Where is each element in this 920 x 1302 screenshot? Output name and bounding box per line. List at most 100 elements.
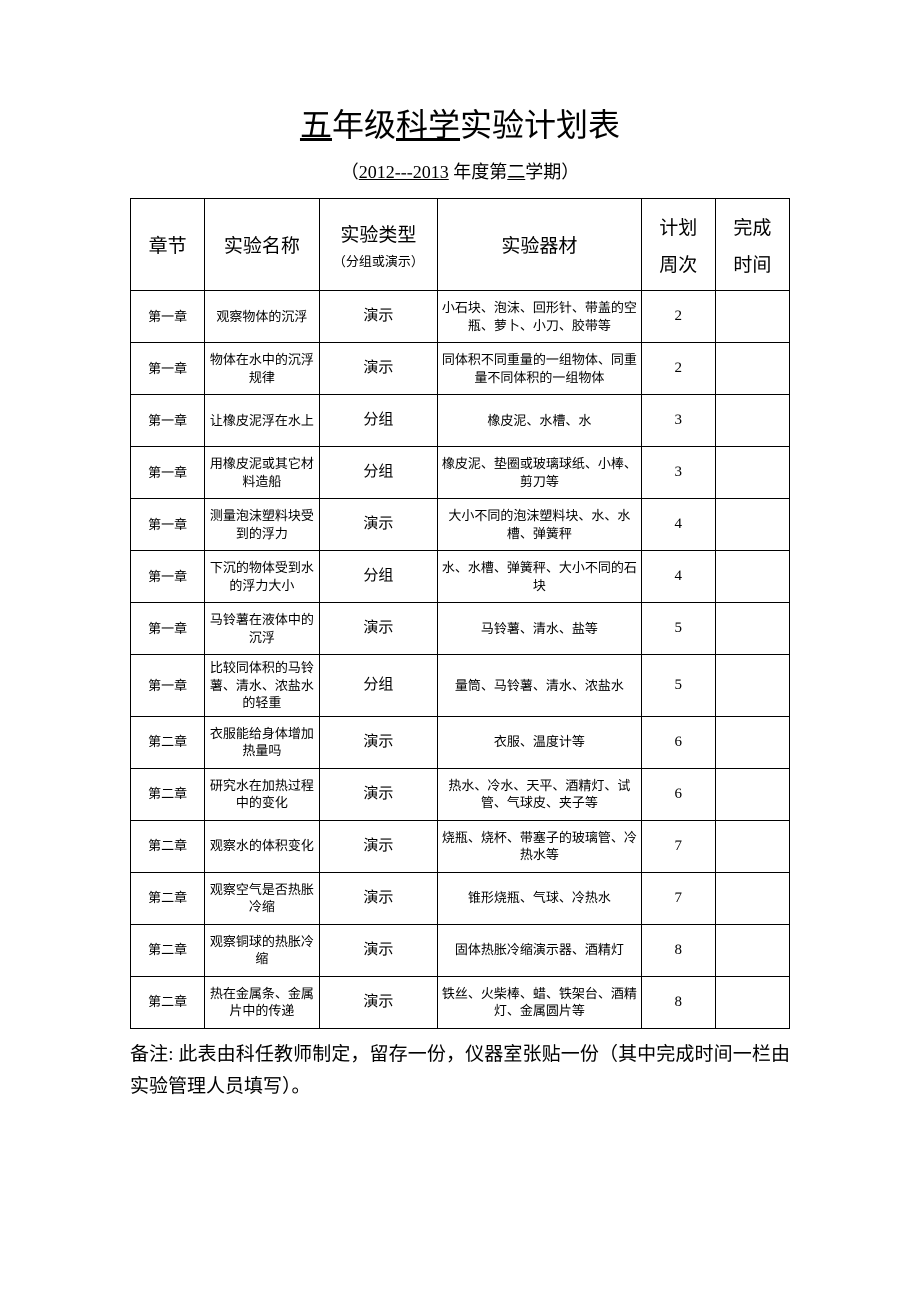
table-row: 第一章用橡皮泥或其它材料造船分组橡皮泥、垫圈或玻璃球纸、小棒、剪刀等3 (131, 447, 790, 499)
cell-done (715, 395, 789, 447)
cell-chapter: 第一章 (131, 343, 205, 395)
cell-chapter: 第一章 (131, 499, 205, 551)
table-row: 第二章观察水的体积变化演示烧瓶、烧杯、带塞子的玻璃管、冷热水等7 (131, 820, 790, 872)
cell-type: 演示 (319, 768, 438, 820)
cell-name: 比较同体积的马铃薯、清水、浓盐水的轻重 (205, 655, 319, 717)
cell-equipment: 量筒、马铃薯、清水、浓盐水 (438, 655, 641, 717)
header-done-l2: 时间 (718, 250, 787, 277)
cell-chapter: 第一章 (131, 551, 205, 603)
cell-done (715, 499, 789, 551)
cell-equipment: 烧瓶、烧杯、带塞子的玻璃管、冷热水等 (438, 820, 641, 872)
footnote: 备注: 此表由科任教师制定，留存一份，仪器室张贴一份（其中完成时间一栏由实验管理… (130, 1039, 790, 1104)
table-row: 第一章比较同体积的马铃薯、清水、浓盐水的轻重分组量筒、马铃薯、清水、浓盐水5 (131, 655, 790, 717)
header-type-main: 实验类型 (322, 220, 436, 247)
cell-done (715, 768, 789, 820)
cell-type: 演示 (319, 924, 438, 976)
cell-done (715, 820, 789, 872)
cell-chapter: 第一章 (131, 447, 205, 499)
cell-chapter: 第一章 (131, 291, 205, 343)
cell-equipment: 锥形烧瓶、气球、冷热水 (438, 872, 641, 924)
cell-week: 3 (641, 395, 715, 447)
table-row: 第一章测量泡沫塑料块受到的浮力演示大小不同的泡沫塑料块、水、水槽、弹簧秤4 (131, 499, 790, 551)
cell-week: 7 (641, 820, 715, 872)
cell-name: 研究水在加热过程中的变化 (205, 768, 319, 820)
cell-done (715, 603, 789, 655)
subtitle-mid: 年度第 (449, 162, 508, 182)
cell-chapter: 第二章 (131, 820, 205, 872)
cell-equipment: 大小不同的泡沫塑料块、水、水槽、弹簧秤 (438, 499, 641, 551)
cell-done (715, 343, 789, 395)
cell-done (715, 976, 789, 1028)
subtitle-part2: 二 (507, 162, 525, 182)
cell-done (715, 924, 789, 976)
cell-equipment: 热水、冷水、天平、酒精灯、试管、气球皮、夹子等 (438, 768, 641, 820)
table-body: 第一章观察物体的沉浮演示小石块、泡沫、回形针、带盖的空瓶、萝卜、小刀、胶带等2第… (131, 291, 790, 1029)
cell-week: 4 (641, 499, 715, 551)
cell-type: 分组 (319, 655, 438, 717)
cell-name: 观察水的体积变化 (205, 820, 319, 872)
title-part3: 科学 (396, 107, 460, 143)
cell-type: 演示 (319, 603, 438, 655)
cell-chapter: 第二章 (131, 716, 205, 768)
cell-equipment: 马铃薯、清水、盐等 (438, 603, 641, 655)
table-row: 第一章让橡皮泥浮在水上分组橡皮泥、水槽、水3 (131, 395, 790, 447)
cell-week: 6 (641, 768, 715, 820)
cell-week: 2 (641, 343, 715, 395)
cell-chapter: 第一章 (131, 655, 205, 717)
cell-equipment: 衣服、温度计等 (438, 716, 641, 768)
cell-done (715, 716, 789, 768)
cell-week: 8 (641, 924, 715, 976)
cell-week: 6 (641, 716, 715, 768)
cell-equipment: 固体热胀冷缩演示器、酒精灯 (438, 924, 641, 976)
subtitle-open: （ (341, 162, 359, 182)
header-type: 实验类型 （分组或演示） (319, 199, 438, 291)
cell-chapter: 第二章 (131, 976, 205, 1028)
table-row: 第二章观察铜球的热胀冷缩演示固体热胀冷缩演示器、酒精灯8 (131, 924, 790, 976)
header-done: 完成 时间 (715, 199, 789, 291)
header-type-sub: （分组或演示） (322, 251, 436, 270)
cell-week: 2 (641, 291, 715, 343)
subtitle-part1: 2012---2013 (359, 162, 449, 182)
experiment-plan-table: 章节 实验名称 实验类型 （分组或演示） 实验器材 计划 周次 完成 时间 第一… (130, 198, 790, 1029)
cell-equipment: 铁丝、火柴棒、蜡、铁架台、酒精灯、金属圆片等 (438, 976, 641, 1028)
cell-chapter: 第二章 (131, 872, 205, 924)
cell-week: 4 (641, 551, 715, 603)
cell-name: 观察铜球的热胀冷缩 (205, 924, 319, 976)
cell-type: 演示 (319, 716, 438, 768)
cell-type: 演示 (319, 820, 438, 872)
header-equipment: 实验器材 (438, 199, 641, 291)
cell-name: 观察物体的沉浮 (205, 291, 319, 343)
cell-type: 演示 (319, 499, 438, 551)
cell-type: 演示 (319, 872, 438, 924)
header-week-l1: 计划 (644, 213, 713, 240)
cell-type: 演示 (319, 976, 438, 1028)
table-row: 第二章观察空气是否热胀冷缩演示锥形烧瓶、气球、冷热水7 (131, 872, 790, 924)
header-week: 计划 周次 (641, 199, 715, 291)
cell-equipment: 小石块、泡沫、回形针、带盖的空瓶、萝卜、小刀、胶带等 (438, 291, 641, 343)
table-row: 第一章马铃薯在液体中的沉浮演示马铃薯、清水、盐等5 (131, 603, 790, 655)
cell-week: 7 (641, 872, 715, 924)
table-row: 第一章观察物体的沉浮演示小石块、泡沫、回形针、带盖的空瓶、萝卜、小刀、胶带等2 (131, 291, 790, 343)
title-part1: 五 (300, 107, 332, 143)
header-done-l1: 完成 (718, 213, 787, 240)
cell-name: 让橡皮泥浮在水上 (205, 395, 319, 447)
cell-chapter: 第二章 (131, 924, 205, 976)
cell-done (715, 291, 789, 343)
cell-type: 分组 (319, 395, 438, 447)
cell-name: 热在金属条、金属片中的传递 (205, 976, 319, 1028)
cell-equipment: 水、水槽、弹簧秤、大小不同的石块 (438, 551, 641, 603)
cell-name: 观察空气是否热胀冷缩 (205, 872, 319, 924)
cell-name: 测量泡沫塑料块受到的浮力 (205, 499, 319, 551)
table-row: 第二章衣服能给身体增加热量吗演示衣服、温度计等6 (131, 716, 790, 768)
cell-name: 马铃薯在液体中的沉浮 (205, 603, 319, 655)
cell-done (715, 872, 789, 924)
cell-name: 物体在水中的沉浮规律 (205, 343, 319, 395)
cell-type: 分组 (319, 551, 438, 603)
cell-type: 分组 (319, 447, 438, 499)
cell-chapter: 第一章 (131, 395, 205, 447)
cell-type: 演示 (319, 291, 438, 343)
cell-chapter: 第一章 (131, 603, 205, 655)
header-week-l2: 周次 (644, 250, 713, 277)
cell-week: 8 (641, 976, 715, 1028)
cell-equipment: 橡皮泥、垫圈或玻璃球纸、小棒、剪刀等 (438, 447, 641, 499)
